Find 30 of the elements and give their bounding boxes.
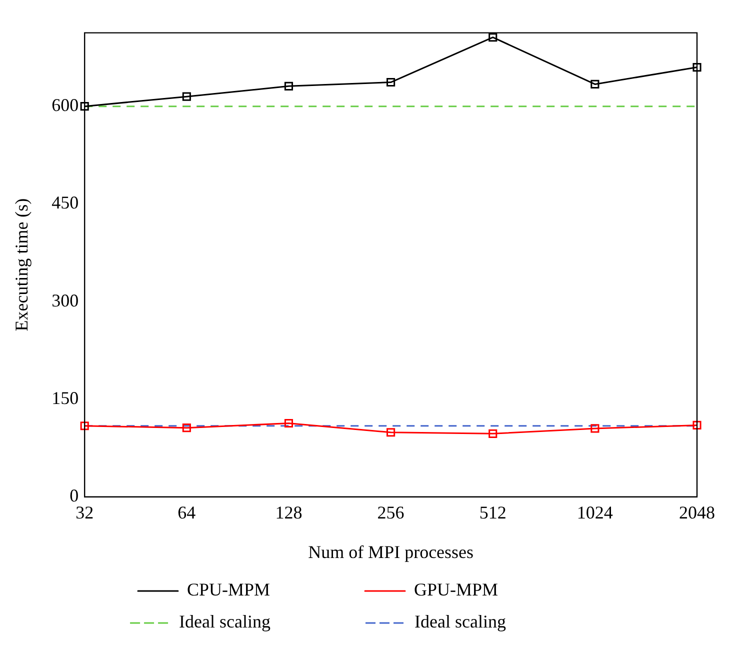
point — [590, 424, 600, 433]
legend-label: Ideal scaling — [414, 612, 587, 632]
y-tick-label: 300 — [52, 290, 79, 310]
x-tick-label: 128 — [275, 502, 302, 522]
point — [590, 80, 600, 88]
point — [284, 418, 294, 428]
point — [80, 102, 89, 111]
y-tick-label: 600 — [52, 95, 79, 116]
legend-label: CPU-MPM — [186, 580, 352, 600]
point — [488, 429, 498, 438]
point — [692, 63, 702, 72]
x-tick-label: 256 — [377, 502, 404, 522]
legend-label: Ideal scaling — [179, 612, 352, 632]
x-tick-label: 2048 — [679, 502, 715, 522]
point — [182, 92, 191, 101]
point — [692, 420, 702, 430]
point — [80, 422, 89, 430]
y-axis-title: Executing time (s) — [12, 198, 32, 332]
y-tick-label: 450 — [52, 192, 79, 213]
point — [386, 78, 396, 87]
x-tick-label: 64 — [178, 502, 196, 522]
legend-label: GPU-MPM — [414, 580, 580, 600]
x-axis-title: Num of MPI processes — [308, 542, 474, 562]
point — [182, 424, 191, 432]
point — [386, 428, 396, 437]
point — [284, 82, 294, 90]
point — [488, 33, 498, 42]
x-tick-label: 512 — [479, 502, 506, 522]
y-tick-label: 150 — [52, 388, 79, 408]
x-tick-label: 1024 — [576, 502, 613, 522]
